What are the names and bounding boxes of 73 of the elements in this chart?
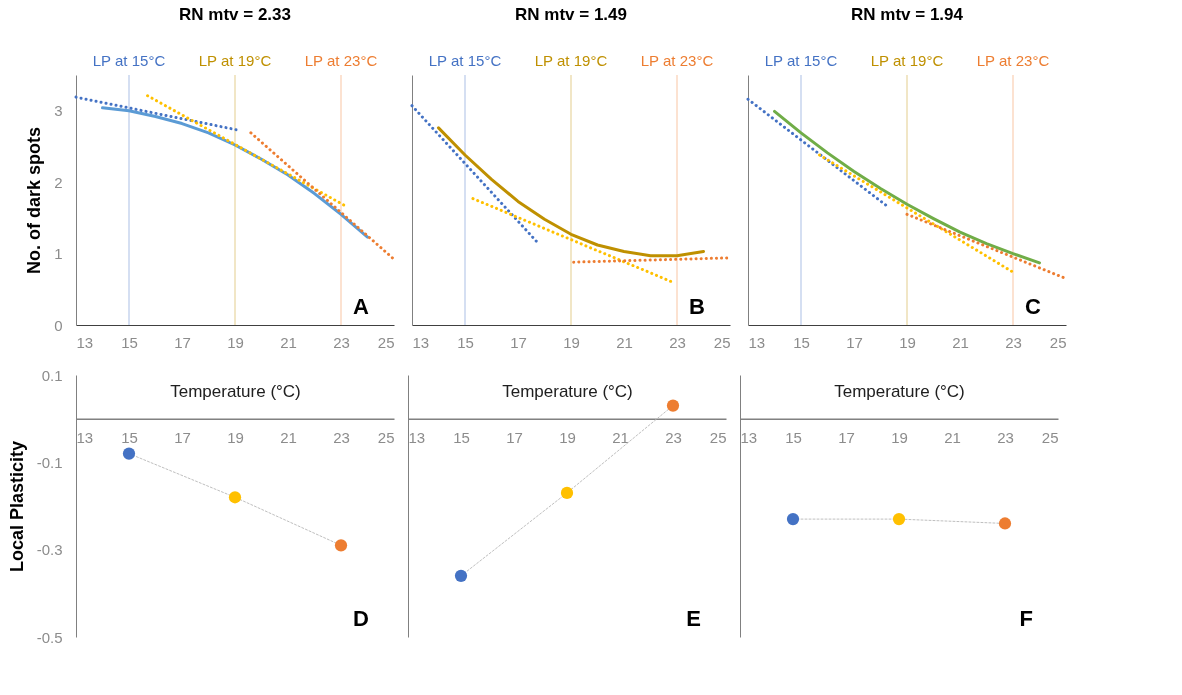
x-tick-label: 23: [1005, 333, 1022, 351]
y-tick-label: 3: [54, 102, 63, 120]
y-tick-label: -0.5: [36, 628, 63, 646]
x-axis-title: Temperature (°C): [502, 382, 633, 402]
annotation: C: [1025, 294, 1042, 319]
x-tick-label: 13: [408, 429, 426, 447]
x-tick-label: 23: [997, 429, 1014, 447]
x-tick-label: 19: [559, 429, 576, 447]
x-tick-label: 23: [665, 429, 682, 447]
x-tick-label: 25: [377, 333, 395, 351]
x-tick-label: 15: [121, 429, 138, 447]
y-tick-label: 1: [54, 245, 63, 263]
x-tick-label: 19: [563, 333, 580, 351]
ref-line-label: LP at 23°C: [304, 52, 378, 69]
x-axis-title: Temperature (°C): [170, 382, 301, 402]
y-axis-title: Local Plasticity: [6, 440, 27, 573]
ref-line-label: LP at 19°C: [870, 52, 944, 69]
ref-line-label: LP at 15°C: [428, 52, 502, 69]
y-tick-label: 0.1: [41, 366, 63, 384]
annotation: B: [689, 294, 705, 319]
x-tick-label: 15: [457, 333, 474, 351]
x-tick-label: 23: [333, 429, 350, 447]
x-tick-label: 13: [76, 429, 94, 447]
x-tick-label: 13: [740, 429, 758, 447]
x-tick-label: 25: [713, 333, 731, 351]
chart-title: RN mtv = 2.33: [179, 5, 291, 24]
x-tick-label: 13: [748, 333, 766, 351]
annotation: D: [353, 606, 369, 631]
annotation: A: [353, 294, 370, 319]
x-tick-label: 17: [506, 429, 523, 447]
x-tick-label: 17: [174, 333, 191, 351]
annotation: E: [686, 606, 701, 631]
x-tick-label: 21: [612, 429, 629, 447]
y-axis-title: No. of dark spots: [24, 126, 45, 275]
x-tick-label: 21: [280, 333, 297, 351]
y-tick-label: 0: [54, 316, 63, 334]
ref-line-label: LP at 19°C: [198, 52, 272, 69]
x-tick-label: 21: [616, 333, 633, 351]
ref-line-label: LP at 23°C: [976, 52, 1050, 69]
chart-title: RN mtv = 1.49: [515, 5, 627, 24]
x-tick-label: 13: [412, 333, 430, 351]
x-tick-label: 15: [121, 333, 138, 351]
x-tick-label: 25: [1041, 429, 1059, 447]
x-tick-label: 19: [227, 333, 244, 351]
y-tick-label: -0.1: [36, 453, 63, 471]
ref-line-label: LP at 19°C: [534, 52, 608, 69]
x-tick-label: 23: [669, 333, 686, 351]
x-tick-label: 17: [846, 333, 863, 351]
x-tick-label: 15: [453, 429, 470, 447]
x-tick-label: 21: [952, 333, 969, 351]
x-axis-title: Temperature (°C): [834, 382, 965, 402]
x-tick-label: 25: [1049, 333, 1067, 351]
x-tick-label: 19: [227, 429, 244, 447]
x-tick-label: 23: [333, 333, 350, 351]
x-tick-label: 17: [510, 333, 527, 351]
ref-line-label: LP at 15°C: [764, 52, 838, 69]
ref-line-label: LP at 23°C: [640, 52, 714, 69]
y-tick-label: -0.3: [36, 541, 63, 559]
x-tick-label: 21: [280, 429, 297, 447]
x-tick-label: 25: [377, 429, 395, 447]
x-tick-label: 19: [891, 429, 908, 447]
annotation: F: [1019, 606, 1033, 631]
x-tick-label: 15: [793, 333, 810, 351]
x-tick-label: 19: [899, 333, 916, 351]
chart-title: RN mtv = 1.94: [851, 5, 964, 24]
x-tick-label: 21: [944, 429, 961, 447]
ref-line-label: LP at 15°C: [92, 52, 166, 69]
x-tick-label: 25: [709, 429, 727, 447]
x-tick-label: 17: [838, 429, 855, 447]
x-tick-label: 17: [174, 429, 191, 447]
x-tick-label: 13: [76, 333, 94, 351]
x-tick-label: 15: [785, 429, 802, 447]
y-tick-label: 2: [54, 173, 63, 191]
